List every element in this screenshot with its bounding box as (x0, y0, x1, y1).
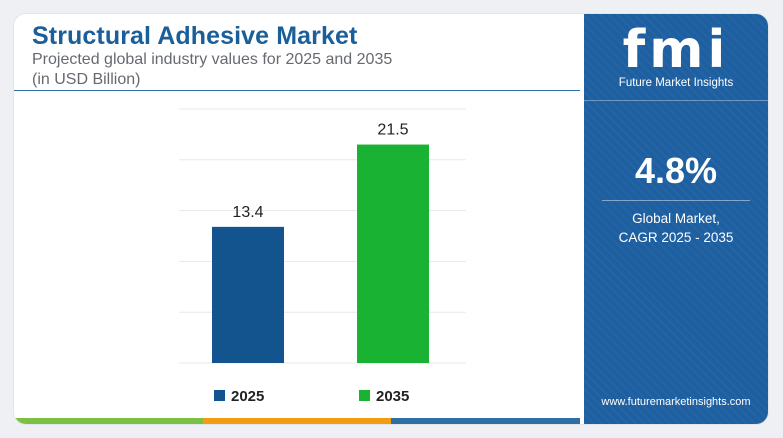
fmi-logo: fmi (622, 20, 730, 80)
value-label-2035: 21.5 (377, 122, 408, 139)
cagr-value: 4.8% (634, 150, 718, 191)
title-divider (14, 90, 580, 91)
cagr-label-line1: Global Market, (632, 211, 720, 226)
report-card: Structural Adhesive Market Projected glo… (14, 14, 768, 424)
logo-divider (584, 100, 768, 101)
bars (212, 144, 429, 363)
bottom-bar-green (14, 418, 203, 424)
chart-subtitle: Projected global industry values for 202… (32, 51, 393, 68)
chart-title: Structural Adhesive Market (32, 22, 358, 50)
value-label-2025: 13.4 (232, 204, 263, 221)
side-panel: fmi Future Market Insights 4.8% Global M… (584, 14, 768, 424)
value-labels: 13.4 21.5 (232, 122, 408, 221)
legend-label-2025: 2025 (231, 388, 264, 405)
bottom-bar-blue (391, 418, 581, 424)
cagr-label: Global Market, CAGR 2025 - 2035 (584, 209, 768, 247)
bottom-color-bar (14, 418, 581, 424)
chart-unit: (in USD Billion) (32, 71, 141, 88)
legend-swatch-2035 (359, 390, 370, 401)
legend: 2025 2035 (214, 388, 409, 405)
bar-2035 (357, 144, 429, 363)
bar-2025 (212, 226, 284, 363)
website-link[interactable]: www.futuremarketinsights.com (601, 396, 751, 408)
bottom-bar-orange (202, 418, 392, 424)
bar-chart: 13.4 21.5 2025 2035 (179, 108, 466, 405)
legend-swatch-2025 (214, 390, 225, 401)
legend-label-2035: 2035 (376, 388, 409, 405)
logo-subtitle: Future Market Insights (618, 77, 734, 89)
cagr-divider (602, 200, 750, 201)
cagr-label-line2: CAGR 2025 - 2035 (618, 230, 734, 245)
